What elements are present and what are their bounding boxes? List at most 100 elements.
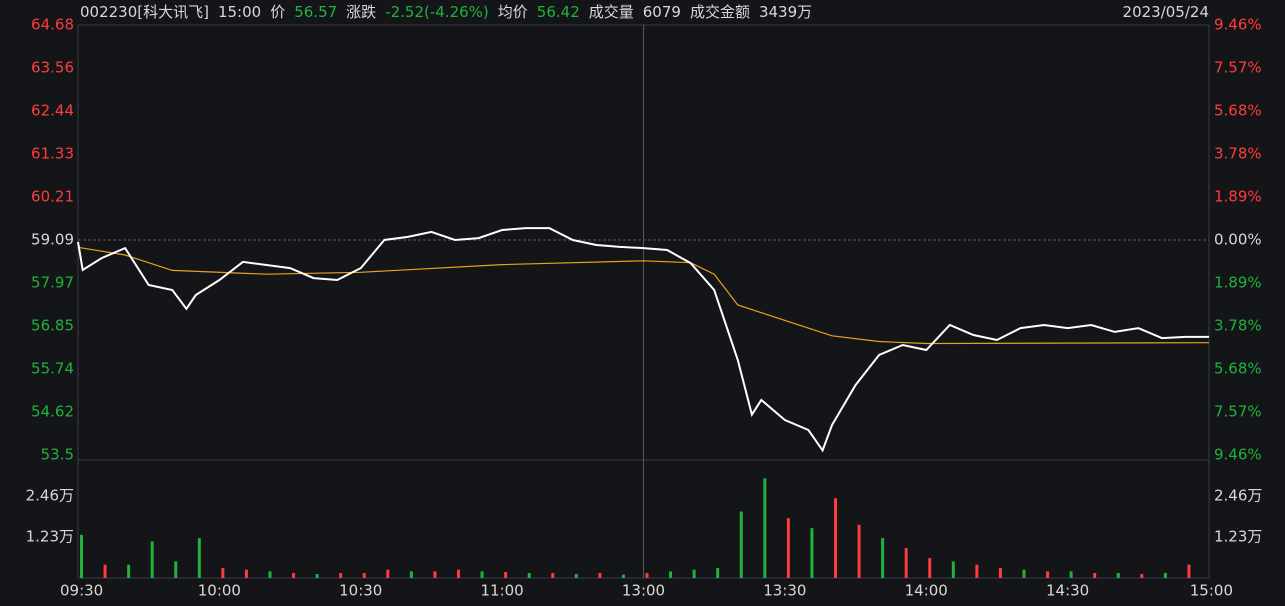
y-tick-label: 1.23万 (1214, 528, 1262, 546)
volume-bar (103, 564, 107, 578)
volume-bar (1046, 571, 1050, 578)
volume-bar (339, 573, 343, 578)
volume-bar (315, 574, 319, 578)
volume-bar (1140, 574, 1144, 578)
volume-bar (362, 573, 366, 578)
value: -2.52(-4.26%) (385, 3, 489, 21)
y-tick-label: 57.97 (31, 274, 74, 292)
y-tick-label: 1.23万 (26, 528, 74, 546)
volume-bar (504, 572, 508, 578)
volume-bar (739, 511, 743, 578)
volume-bar (810, 528, 814, 578)
volume-bar (1093, 573, 1097, 578)
label: 价 (270, 3, 286, 21)
volume-bar (221, 568, 225, 578)
volume-bar (292, 573, 296, 578)
x-tick-label: 13:30 (763, 582, 806, 600)
y2-tick-label: 3.78% (1214, 145, 1262, 163)
volume-bar (904, 548, 908, 578)
value: 3439万 (758, 3, 813, 21)
volume-bar (174, 561, 178, 578)
y2-tick-label: 0.00% (1214, 231, 1262, 249)
y-tick-label: 2.46万 (26, 487, 74, 505)
y-tick-label: 59.09 (31, 231, 74, 249)
label: 均价 (497, 3, 528, 21)
label: 成交量 (588, 3, 634, 21)
header: 002230[科大讯飞] 15:00 价 56.57 涨跌 -2.52(-4.2… (80, 2, 812, 22)
x-tick-label: 09:30 (60, 582, 103, 600)
volume-bar (975, 564, 979, 578)
price-line (77, 227, 1209, 453)
y2-tick-label: 9.46% (1214, 446, 1262, 464)
volume-bar (268, 571, 272, 578)
stock-code: 002230[科大讯飞] (80, 3, 209, 21)
volume-bar (80, 534, 83, 578)
volume-bar (998, 568, 1002, 578)
volume-bar (645, 573, 649, 578)
label: 成交金额 (689, 3, 750, 21)
y2-tick-label: 5.68% (1214, 101, 1262, 119)
volume-bar (692, 569, 696, 578)
date: 2023/05/24 (1122, 3, 1209, 21)
y-tick-label: 56.85 (31, 317, 74, 335)
y2-tick-label: 3.78% (1214, 316, 1262, 334)
time: 15:00 (217, 3, 262, 21)
volume-bar (669, 571, 673, 578)
volume-bar (457, 569, 460, 578)
volume-bar (716, 568, 720, 578)
value: 56.57 (294, 3, 338, 21)
x-tick-label: 14:30 (1046, 582, 1089, 600)
volume-bar (409, 571, 413, 578)
volume-bar (1163, 573, 1167, 578)
y2-tick-label: 1.89% (1214, 188, 1262, 206)
volume-bar (928, 558, 932, 578)
volume-bar (598, 573, 602, 578)
volume-bar (197, 538, 201, 578)
y2-tick-label: 7.57% (1214, 403, 1262, 421)
x-tick-label: 10:30 (339, 582, 382, 600)
volume-bar (881, 538, 885, 578)
y-tick-label: 53.5 (41, 446, 74, 464)
volume-bar (127, 564, 131, 578)
volume-bar (574, 574, 578, 578)
volume-bar (1116, 573, 1120, 578)
volume-bar (786, 518, 790, 578)
volume-bar (244, 569, 248, 578)
x-tick-label: 13:00 (622, 582, 665, 600)
volume-bar (480, 571, 484, 578)
y-tick-label: 64.68 (31, 16, 74, 34)
y-tick-label: 61.33 (31, 144, 74, 162)
volume-bar (527, 573, 531, 578)
y-tick-label: 62.44 (31, 102, 74, 120)
x-tick-label: 10:00 (198, 582, 241, 600)
x-tick-label: 11:00 (481, 582, 524, 600)
volume-bar (150, 541, 154, 578)
volume-bar (1069, 571, 1073, 578)
volume-bar (763, 478, 767, 578)
y-tick-label: 55.74 (31, 359, 74, 377)
volume-bar (857, 524, 861, 578)
label: 涨跌 (346, 3, 377, 21)
value: 56.42 (536, 3, 580, 21)
y2-tick-label: 7.57% (1214, 58, 1262, 76)
x-tick-label: 15:00 (1190, 582, 1233, 600)
volume-bar (834, 498, 837, 578)
y2-tick-label: 1.89% (1214, 273, 1262, 291)
volume-bar (433, 571, 437, 578)
x-tick-label: 14:00 (905, 582, 948, 600)
y-tick-label: 54.62 (31, 402, 74, 420)
volume-bar (551, 573, 555, 578)
value: 6079 (642, 3, 681, 21)
y-tick-label: 60.21 (31, 187, 74, 205)
volume-bar (951, 561, 955, 578)
y2-tick-label: 9.46% (1214, 16, 1262, 34)
volume-bar (386, 569, 390, 578)
y-tick-label: 2.46万 (1214, 487, 1262, 505)
volume-bar (1022, 569, 1026, 578)
volume-bar (621, 574, 625, 578)
volume-bar (1187, 564, 1191, 578)
y2-tick-label: 5.68% (1214, 360, 1262, 378)
y-tick-label: 63.56 (31, 59, 74, 77)
